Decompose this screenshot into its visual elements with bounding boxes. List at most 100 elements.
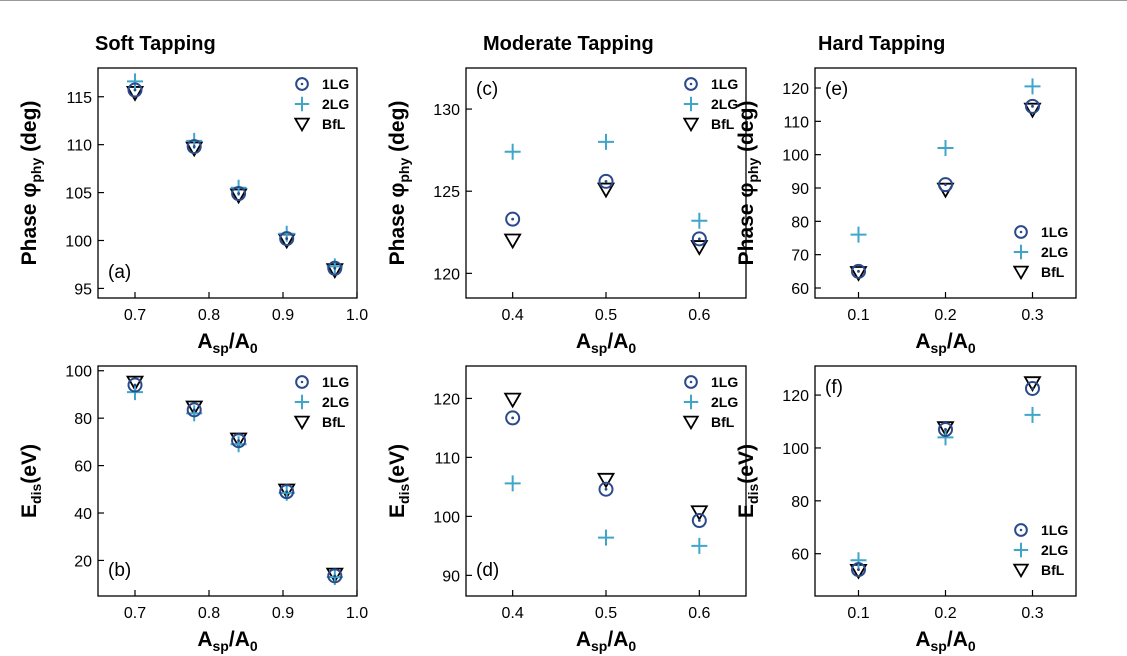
data-point-d-2LG-2 xyxy=(691,537,708,554)
column-title-moderate: Moderate Tapping xyxy=(483,33,654,55)
y-tick-label-c: 125 xyxy=(433,184,460,201)
legend-marker-d-1LG-ring xyxy=(684,375,698,389)
legend-marker-a-2LG xyxy=(294,96,310,112)
legend-marker-c-BfL xyxy=(682,117,700,133)
column-title-soft: Soft Tapping xyxy=(95,33,216,55)
panel-b: 0.7 0.8 0.9 1.0 20 40 60 80 100 Asp/A0 Edis(eV) (b)… xyxy=(18,364,368,654)
data-point-a-1LG-0-ring xyxy=(127,82,143,98)
data-point-a-2LG-0 xyxy=(127,73,143,90)
x-tick-label-c: 0.5 xyxy=(595,307,617,324)
y-axis-label-d: Edis(eV) xyxy=(386,444,412,518)
data-point-c-2LG-2 xyxy=(691,212,708,229)
data-point-c-1LG-1-dot xyxy=(604,179,608,183)
data-point-f-2LG-1 xyxy=(937,429,954,446)
x-tick-label-d: 0.4 xyxy=(502,605,524,622)
y-tick-label-b: 80 xyxy=(74,411,92,428)
x-tick-label-c: 0.6 xyxy=(688,307,710,324)
x-axis-label-e: Asp/A0 xyxy=(915,330,976,356)
panel-label-a: (a) xyxy=(108,262,131,283)
column-title-hard: Hard Tapping xyxy=(818,33,945,55)
x-tick-label-a: 0.7 xyxy=(124,307,146,324)
data-point-b-BfL-0 xyxy=(125,375,145,392)
data-point-a-1LG-2 xyxy=(231,186,247,202)
data-point-a-1LG-2-ring xyxy=(231,186,247,202)
data-point-a-1LG-3-dot xyxy=(285,237,289,240)
data-point-e-1LG-0-dot xyxy=(857,269,860,273)
legend-text-a-1LG: 1LG xyxy=(322,76,349,92)
data-point-e-1LG-0-ring xyxy=(851,263,866,279)
data-point-d-BfL-2 xyxy=(690,505,709,522)
data-point-b-BfL-1 xyxy=(185,400,204,417)
panel-e: 0.1 0.2 0.3 60 70 80 90 100 110 120 Asp/A0 Phase φp… xyxy=(735,67,1077,356)
x-tick-label-e: 0.3 xyxy=(1021,307,1043,324)
panel-label-e: (e) xyxy=(825,79,848,100)
legend-text-f-BfL: BfL xyxy=(1041,562,1065,578)
legend-marker-e-1LG-ring xyxy=(1014,225,1028,239)
legend-marker-f-1LG-dot xyxy=(1019,528,1023,532)
data-point-c-1LG-2-dot xyxy=(697,237,701,241)
legend-marker-b-1LG xyxy=(295,375,309,389)
data-point-c-1LG-1-ring xyxy=(598,173,614,189)
data-point-c-1LG-2-ring xyxy=(691,231,707,247)
top-border-line xyxy=(0,0,1127,1)
x-tick-label-f: 0.3 xyxy=(1021,605,1043,622)
x-tick-label-f: 0.2 xyxy=(934,605,956,622)
legend-marker-d-BfL xyxy=(682,415,700,431)
x-tick-label-a: 0.8 xyxy=(198,307,220,324)
data-point-e-1LG-1 xyxy=(938,177,953,193)
x-tick-label-b: 0.8 xyxy=(198,605,220,622)
data-point-a-1LG-4 xyxy=(327,260,343,276)
y-axis-label-e: Phase φphy (deg) xyxy=(735,101,761,266)
legend-marker-c-2LG xyxy=(683,96,699,112)
legend-marker-b-1LG-ring xyxy=(295,375,309,389)
y-tick-label-d: 90 xyxy=(442,568,460,585)
x-axis-label-a: Asp/A0 xyxy=(197,330,258,356)
x-tick-label-e: 0.2 xyxy=(934,307,956,324)
x-tick-label-b: 1.0 xyxy=(346,605,368,622)
data-point-c-1LG-2 xyxy=(691,231,707,247)
legend-text-b-BfL: BfL xyxy=(322,414,346,430)
x-tick-label-b: 0.9 xyxy=(272,605,294,622)
panel-label-c: (c) xyxy=(476,79,498,100)
x-tick-label-d: 0.6 xyxy=(688,605,710,622)
x-tick-label-b: 0.7 xyxy=(124,605,146,622)
data-point-d-2LG-1 xyxy=(598,529,614,546)
legend-text-d-2LG: 2LG xyxy=(711,394,738,410)
panel-d: 0.4 0.5 0.6 90 100 110 120 Asp/A0 Edis(eV) (d) 1LG… xyxy=(386,365,747,654)
y-tick-label-f: 60 xyxy=(791,547,809,564)
y-axis-label-c: Phase φphy (deg) xyxy=(386,101,412,266)
data-point-d-1LG-1 xyxy=(598,481,614,497)
data-point-d-BfL-0 xyxy=(503,392,522,409)
data-point-b-1LG-0-ring xyxy=(127,377,143,393)
data-point-c-1LG-0-ring xyxy=(505,211,521,227)
data-point-d-BfL-1 xyxy=(596,472,616,489)
data-point-f-1LG-1 xyxy=(938,421,953,437)
data-point-c-BfL-0 xyxy=(503,233,522,250)
data-point-c-1LG-1 xyxy=(598,173,614,189)
legend-marker-b-1LG-dot xyxy=(300,380,304,384)
x-tick-label-d: 0.5 xyxy=(595,605,617,622)
data-point-a-1LG-4-dot xyxy=(333,266,337,270)
data-point-a-1LG-0-dot xyxy=(133,88,137,92)
x-tick-label-a: 1.0 xyxy=(346,307,368,324)
data-point-f-1LG-0-dot xyxy=(857,568,860,571)
plot-frame-a xyxy=(97,67,358,299)
legend-marker-a-BfL xyxy=(293,117,311,133)
data-point-c-2LG-1 xyxy=(598,133,614,150)
data-point-d-1LG-0-dot xyxy=(511,416,515,420)
data-point-e-1LG-2 xyxy=(1025,98,1040,114)
y-tick-label-e: 90 xyxy=(791,181,809,198)
legend-text-c-1LG: 1LG xyxy=(711,76,738,92)
legend-text-c-BfL: BfL xyxy=(711,116,735,132)
data-point-a-1LG-1 xyxy=(186,139,202,155)
y-tick-label-c: 130 xyxy=(433,102,460,119)
y-tick-label-a: 95 xyxy=(74,281,92,298)
data-point-b-1LG-2-dot xyxy=(237,439,241,443)
x-tick-label-a: 0.9 xyxy=(272,307,294,324)
legend-marker-a-1LG xyxy=(295,77,309,91)
y-tick-label-b: 100 xyxy=(65,364,92,381)
y-tick-label-a: 115 xyxy=(66,90,92,107)
legend-marker-f-1LG-ring xyxy=(1014,523,1028,537)
y-tick-label-d: 110 xyxy=(434,450,460,467)
